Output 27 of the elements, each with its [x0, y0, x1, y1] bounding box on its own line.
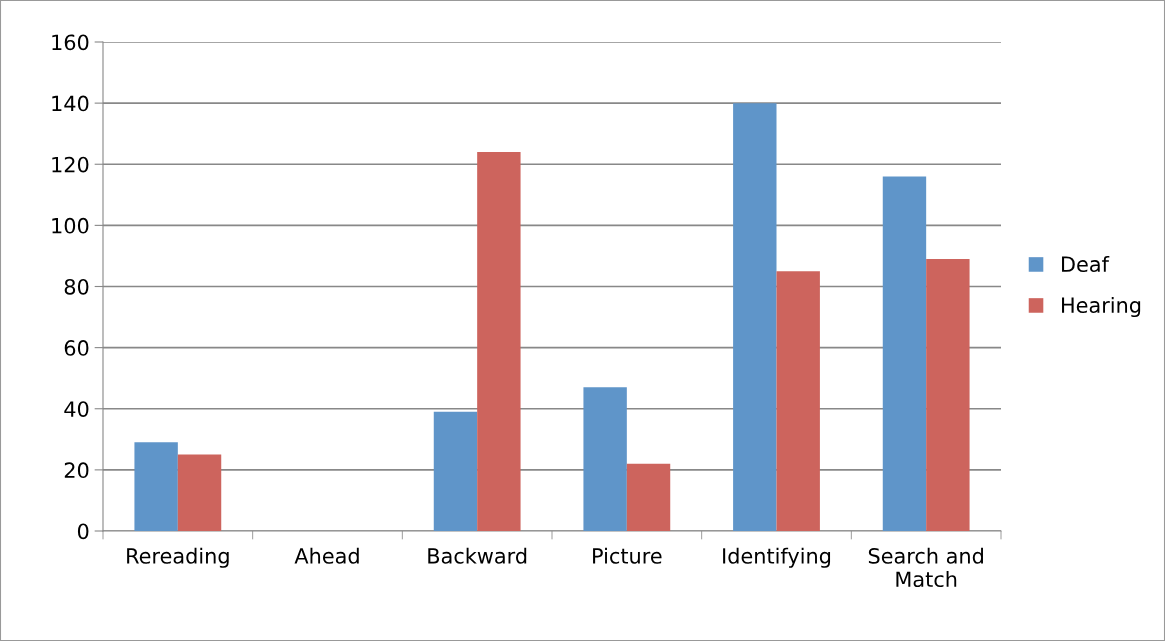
bar — [477, 152, 521, 531]
bar — [776, 271, 820, 531]
bar — [134, 442, 178, 531]
y-tick-label: 100 — [52, 217, 89, 234]
bar — [626, 463, 671, 531]
bar — [433, 411, 478, 531]
x-tick-label: Backward — [428, 547, 527, 564]
bar — [583, 387, 627, 531]
x-tick-label: Picture — [593, 547, 662, 564]
y-tick-label: 40 — [64, 401, 89, 417]
y-tick-label: 0 — [77, 523, 89, 540]
y-tick-label: 160 — [52, 34, 89, 51]
y-tick-label: 120 — [52, 156, 89, 173]
y-tick-label: 80 — [64, 278, 89, 295]
bar — [733, 103, 777, 531]
bar — [882, 176, 927, 531]
x-tick-label: Identifying — [723, 547, 831, 568]
x-tick-label: Search and Match — [868, 547, 983, 588]
y-tick-label: 60 — [64, 340, 89, 356]
x-tick-label: Rereading — [127, 547, 229, 568]
y-tick-label: 140 — [52, 95, 89, 112]
y-tick-label: 20 — [64, 462, 89, 479]
legend-label: Hearing — [1062, 296, 1141, 318]
bar — [177, 454, 222, 531]
legend-label: Deaf — [1062, 255, 1110, 273]
bar — [926, 258, 970, 531]
x-tick-label: Ahead — [294, 547, 359, 564]
